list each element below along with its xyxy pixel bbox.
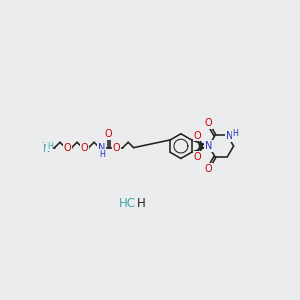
Text: O: O [81, 143, 88, 153]
Text: H: H [99, 150, 105, 159]
Text: O: O [105, 129, 112, 139]
Text: O: O [204, 118, 212, 128]
Text: H: H [137, 197, 146, 210]
Text: O: O [204, 164, 212, 174]
Text: O: O [64, 143, 71, 153]
Text: N: N [205, 141, 212, 151]
Text: N: N [43, 144, 50, 154]
Text: H: H [47, 142, 53, 151]
Text: O: O [194, 152, 201, 162]
Text: N: N [98, 143, 106, 153]
Text: O: O [113, 143, 120, 153]
Text: H: H [41, 142, 46, 151]
Text: H: H [232, 129, 238, 138]
Text: HCl: HCl [119, 197, 139, 210]
Text: O: O [194, 130, 201, 140]
Text: N: N [226, 131, 233, 141]
